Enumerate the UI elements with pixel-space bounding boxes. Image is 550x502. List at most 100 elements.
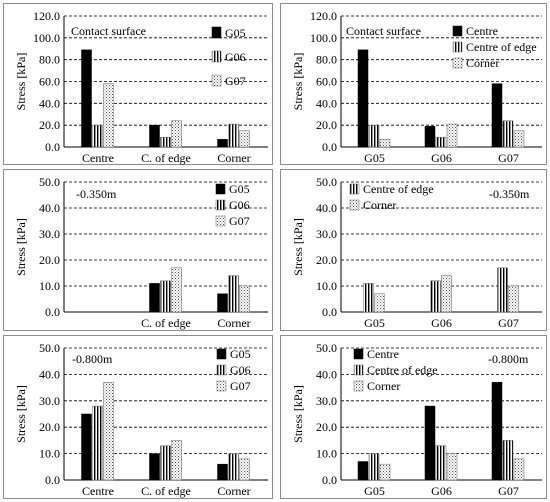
y-axis-label: Stress [kPa] bbox=[291, 385, 305, 443]
legend-label: Centre of edge bbox=[466, 40, 537, 54]
bar bbox=[239, 458, 250, 481]
legend-swatch bbox=[215, 183, 226, 195]
chart-panel-4: 0.0 10.0 20.0 30.0 40.0 50.0 Stress [kPa] G05 G0… bbox=[280, 169, 547, 331]
chart-panel-5: 0.0 10.0 20.0 30.0 40.0 50.0 Stress [kPa] Centr… bbox=[3, 335, 273, 499]
legend-label: G05 bbox=[230, 347, 251, 361]
chart-panel-2: 0.0 20.0 40.0 60.0 80.0 100.0 120.0 Stress [kPa… bbox=[280, 3, 547, 165]
y-tick-label: 20.0 bbox=[39, 253, 60, 267]
y-tick-label: 10.0 bbox=[39, 447, 60, 461]
legend-label: Centre of edge bbox=[367, 363, 438, 377]
y-tick-label: 10.0 bbox=[316, 279, 337, 293]
chart-title: -0.350m bbox=[489, 187, 530, 201]
bar bbox=[149, 124, 160, 148]
chart-panel-6: 0.0 10.0 20.0 30.0 40.0 50.0 Stress [kPa] G05 G0… bbox=[280, 335, 547, 499]
bar bbox=[513, 458, 525, 481]
bar bbox=[357, 461, 369, 481]
bar bbox=[228, 453, 239, 481]
chart-panel-3: 0.0 10.0 20.0 30.0 40.0 50.0 Stress [kPa] C. of… bbox=[3, 169, 273, 331]
legend-label: Centre of edge bbox=[363, 182, 434, 196]
y-tick-label: 20.0 bbox=[39, 420, 60, 434]
x-tick-label: G06 bbox=[431, 484, 452, 498]
y-tick-label: 60.0 bbox=[316, 75, 337, 89]
bar bbox=[435, 445, 447, 481]
x-tick-label: G07 bbox=[498, 151, 519, 165]
y-tick-label: 0.0 bbox=[322, 473, 337, 487]
y-tick-label: 20.0 bbox=[39, 118, 60, 132]
y-tick-label: 50.0 bbox=[316, 341, 337, 355]
bar bbox=[92, 405, 103, 481]
y-tick-label: 0.0 bbox=[45, 140, 60, 154]
bar bbox=[103, 83, 114, 148]
y-tick-label: 20.0 bbox=[316, 253, 337, 267]
y-tick-label: 50.0 bbox=[316, 175, 337, 189]
bar bbox=[368, 453, 380, 481]
legend-swatch bbox=[452, 25, 463, 37]
legend-swatch bbox=[353, 364, 364, 376]
x-tick-label: C. of edge bbox=[141, 316, 191, 330]
bar bbox=[160, 280, 171, 313]
bar bbox=[217, 463, 228, 481]
chart-svg-6: 0.0 10.0 20.0 30.0 40.0 50.0 Stress [kPa] G05 G0… bbox=[291, 341, 542, 498]
y-tick-label: 30.0 bbox=[316, 227, 337, 241]
legend-swatch bbox=[216, 364, 227, 376]
x-tick-label: Corner bbox=[217, 484, 250, 498]
legend-swatch bbox=[216, 348, 227, 360]
y-tick-label: 40.0 bbox=[316, 201, 337, 215]
y-tick-label: 20.0 bbox=[316, 118, 337, 132]
legend-swatch bbox=[215, 199, 226, 211]
y-tick-label: 0.0 bbox=[45, 305, 60, 319]
bar bbox=[228, 275, 239, 313]
legend-label: Corner bbox=[367, 379, 400, 393]
chart-svg-1: 0.0 20.0 40.0 60.0 80.0 100.0 120.0 Stress [kPa… bbox=[14, 9, 268, 165]
y-axis-label: Stress [kPa] bbox=[291, 218, 305, 276]
bar bbox=[446, 123, 458, 148]
legend-label: G07 bbox=[230, 379, 251, 393]
bar bbox=[446, 453, 458, 481]
legend-swatch bbox=[349, 183, 360, 195]
chart-svg-4: 0.0 10.0 20.0 30.0 40.0 50.0 Stress [kPa] G05 G0… bbox=[291, 175, 542, 330]
x-tick-label: G05 bbox=[364, 484, 385, 498]
bar bbox=[149, 283, 160, 313]
legend-label: G07 bbox=[229, 214, 250, 228]
y-tick-label: 40.0 bbox=[316, 367, 337, 381]
legend-label: G05 bbox=[229, 182, 250, 196]
bar bbox=[379, 463, 391, 481]
y-axis-label: Stress [kPa] bbox=[291, 53, 305, 111]
chart-title: Contact surface bbox=[346, 24, 421, 38]
y-tick-label: 0.0 bbox=[322, 140, 337, 154]
bar bbox=[368, 124, 380, 148]
bar bbox=[171, 120, 182, 148]
legend-swatch bbox=[452, 41, 463, 53]
bar bbox=[491, 382, 503, 481]
legend-label: Corner bbox=[363, 198, 396, 212]
bar bbox=[435, 136, 447, 148]
legend-label: G06 bbox=[230, 363, 251, 377]
bar bbox=[171, 267, 182, 313]
bar bbox=[508, 285, 519, 313]
x-tick-label: G06 bbox=[431, 316, 452, 330]
y-tick-label: 80.0 bbox=[39, 53, 60, 67]
bar bbox=[424, 126, 436, 148]
chart-title: Contact surface bbox=[71, 24, 146, 38]
bar bbox=[160, 445, 171, 481]
bar bbox=[502, 120, 514, 148]
chart-svg-3: 0.0 10.0 20.0 30.0 40.0 50.0 Stress [kPa] C. of… bbox=[14, 175, 268, 330]
bar bbox=[430, 280, 441, 313]
y-axis-label: Stress [kPa] bbox=[14, 218, 28, 276]
y-tick-label: 40.0 bbox=[316, 96, 337, 110]
legend-label: Corner bbox=[466, 56, 499, 70]
legend-swatch bbox=[216, 380, 227, 392]
y-tick-label: 30.0 bbox=[39, 394, 60, 408]
chart-title: -0.800m bbox=[72, 352, 113, 366]
y-tick-label: 120.0 bbox=[33, 9, 60, 23]
y-axis-label: Stress [kPa] bbox=[14, 53, 28, 111]
x-tick-label: Corner bbox=[217, 316, 250, 330]
x-tick-label: G05 bbox=[364, 316, 385, 330]
bar bbox=[228, 123, 239, 148]
x-tick-label: G05 bbox=[364, 151, 385, 165]
legend-swatch bbox=[211, 50, 222, 63]
y-tick-label: 40.0 bbox=[39, 367, 60, 381]
bar bbox=[217, 139, 228, 148]
y-axis-label: Stress [kPa] bbox=[14, 385, 28, 443]
y-tick-label: 80.0 bbox=[316, 53, 337, 67]
